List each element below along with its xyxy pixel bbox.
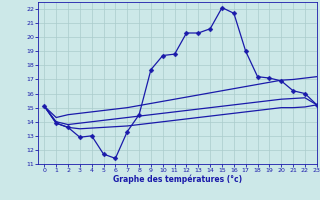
X-axis label: Graphe des températures (°c): Graphe des températures (°c): [113, 175, 242, 184]
